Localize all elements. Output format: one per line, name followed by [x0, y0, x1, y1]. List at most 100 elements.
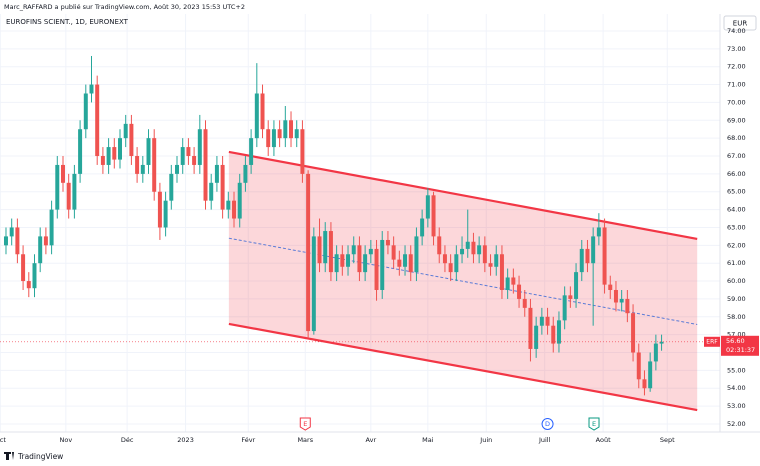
logo-text: TradingView [17, 452, 63, 461]
x-tick-label: Juin [479, 436, 492, 444]
candle-body [260, 93, 265, 130]
candle-body [72, 173, 77, 210]
event-marker[interactable] [541, 418, 554, 430]
header: Marc_RAFFARD a publié sur TradingView.co… [4, 3, 245, 11]
x-tick-label: Avr [366, 436, 377, 444]
candle-body [300, 129, 305, 174]
candle-body [26, 281, 31, 289]
x-tick-label: Août [596, 436, 611, 444]
candle-body [511, 277, 516, 285]
currency-box[interactable] [723, 15, 757, 31]
channel-fill [228, 151, 698, 411]
candle-body [608, 284, 613, 290]
candle-body [283, 120, 288, 139]
candle-body [328, 231, 333, 273]
candle-body [60, 164, 65, 183]
y-tick-label: 53.00 [727, 402, 746, 410]
y-tick-label: 66.00 [727, 170, 746, 178]
candle-body [454, 254, 459, 273]
candle-body [214, 164, 219, 183]
candle-body [482, 245, 487, 264]
candle-body [488, 263, 493, 267]
candle-body [66, 182, 71, 210]
candle-body [642, 379, 647, 389]
candle-body [135, 156, 140, 174]
y-tick-label: 73.00 [727, 45, 746, 53]
candle-body [118, 138, 122, 160]
price-tag [721, 335, 759, 356]
y-tick-label: 74.00 [727, 27, 746, 35]
event-marker[interactable] [299, 417, 311, 431]
candle-body [186, 147, 191, 157]
candle-body [9, 227, 14, 237]
candle-body [220, 164, 225, 210]
candle-body [619, 298, 624, 303]
candle-body [266, 129, 271, 148]
candle-body [311, 236, 316, 332]
y-tick-label: 54.00 [727, 384, 746, 392]
candle-body [414, 236, 419, 273]
candle-body [636, 352, 641, 380]
y-tick-label: 67.00 [727, 152, 746, 160]
candle-body [175, 164, 180, 174]
candle-body [157, 191, 162, 228]
candle-body [477, 245, 482, 255]
chart-title: EUROFINS SCIENT., 1D, EURONEXT [6, 18, 129, 26]
candle-body [591, 236, 596, 264]
candle-body [32, 263, 37, 289]
candle-body [431, 195, 436, 237]
candle-body [78, 129, 83, 174]
y-tick-label: 72.00 [727, 63, 746, 71]
symbol-label: ERF [706, 338, 718, 345]
y-tick-label: 65.00 [727, 188, 746, 196]
x-tick-label: 2023 [177, 436, 194, 444]
candle-body [522, 298, 527, 308]
y-tick-label: 52.00 [727, 420, 746, 428]
candle-body [294, 129, 299, 139]
candle-body [368, 248, 373, 255]
candle-body [169, 173, 174, 201]
candle-body [209, 182, 214, 201]
candle-body [89, 84, 94, 94]
x-tick-label: Févr [241, 436, 255, 444]
event-label: D [545, 420, 550, 428]
candle-body [83, 93, 88, 130]
logo-icon [4, 452, 14, 460]
candle-body [528, 307, 533, 349]
candle-body [38, 236, 43, 264]
event-marker[interactable] [588, 417, 600, 431]
candle-body [112, 147, 117, 160]
symbol-tag [704, 336, 720, 347]
candle-body [499, 254, 504, 290]
candle-body [43, 236, 48, 246]
candle-body [254, 93, 259, 139]
candle-body [129, 123, 134, 157]
y-tick-label: 58.00 [727, 313, 746, 321]
candle-body [562, 295, 567, 321]
candle-body [249, 138, 254, 165]
event-label: E [303, 420, 307, 428]
candle-body [363, 254, 368, 273]
candle-body [346, 254, 351, 267]
candle-body [226, 200, 231, 210]
candle-body [237, 182, 242, 219]
y-tick-label: 70.00 [727, 98, 746, 106]
y-tick-label: 62.00 [727, 241, 746, 249]
event-label: E [592, 420, 596, 428]
candle-body [494, 254, 499, 267]
candle-body [197, 129, 202, 165]
candle-body [123, 123, 128, 139]
candle-body [385, 239, 390, 246]
candle-body [106, 147, 111, 165]
candle-body [602, 227, 607, 285]
candle-body [625, 298, 630, 314]
candle-body [334, 254, 339, 273]
candle-body [180, 147, 185, 165]
candle-body [631, 313, 636, 353]
y-tick-label: 60.00 [727, 277, 746, 285]
candle-body [448, 263, 453, 273]
candle-body [648, 361, 653, 389]
candle-body [357, 245, 362, 273]
candle-body [243, 164, 248, 183]
candle-body [351, 245, 356, 255]
